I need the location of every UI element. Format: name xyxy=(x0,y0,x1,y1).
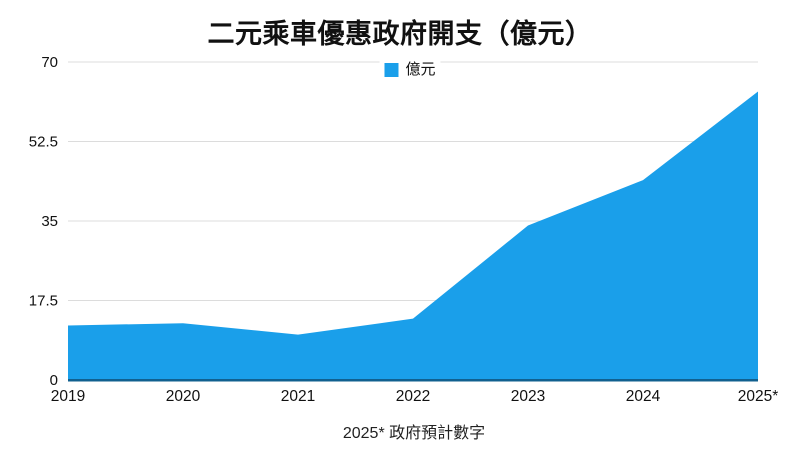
legend: 億元 xyxy=(379,61,441,79)
y-tick-label: 0 xyxy=(50,372,58,389)
chart-footnote: 2025* 政府預計數字 xyxy=(342,425,486,442)
y-tick-label: 35 xyxy=(41,213,58,230)
area-series xyxy=(68,91,758,381)
legend-label: 億元 xyxy=(405,61,436,78)
x-tick-label: 2020 xyxy=(166,388,201,405)
legend-swatch-icon xyxy=(384,63,399,77)
x-tick-label: 2023 xyxy=(511,388,545,405)
x-tick-label: 2024 xyxy=(626,388,661,405)
chart-title: 二元乘車優惠政府開支（億元） xyxy=(207,19,593,49)
x-tick-label: 2022 xyxy=(396,388,430,405)
x-tick-label: 2019 xyxy=(51,388,85,405)
x-axis-line xyxy=(68,379,758,382)
y-tick-label: 52.5 xyxy=(29,134,58,151)
y-tick-label: 17.5 xyxy=(29,293,58,310)
x-tick-label: 2021 xyxy=(281,388,315,405)
y-tick-label: 70 xyxy=(41,54,58,71)
x-tick-label: 2025* xyxy=(738,388,779,405)
